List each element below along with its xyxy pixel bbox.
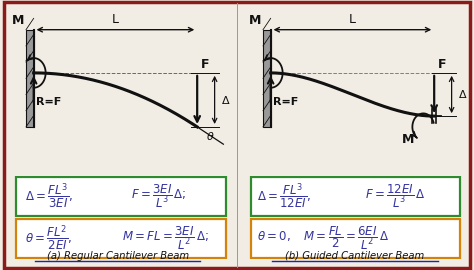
Text: $\Delta$: $\Delta$ xyxy=(458,89,468,100)
Text: (b) Guided Cantilever Beam: (b) Guided Cantilever Beam xyxy=(285,251,425,261)
Text: M: M xyxy=(12,14,24,27)
Text: $\theta$: $\theta$ xyxy=(206,130,215,142)
FancyBboxPatch shape xyxy=(251,219,460,258)
FancyBboxPatch shape xyxy=(17,177,226,216)
Text: $\theta = 0,\quad M = \dfrac{FL}{2} = \dfrac{6EI}{L^2}\,\Delta$: $\theta = 0,\quad M = \dfrac{FL}{2} = \d… xyxy=(257,224,390,252)
Text: F: F xyxy=(438,58,446,70)
Text: M: M xyxy=(401,133,414,146)
Text: $M = FL = \dfrac{3EI}{L^2}\,\Delta;$: $M = FL = \dfrac{3EI}{L^2}\,\Delta;$ xyxy=(122,224,209,252)
FancyBboxPatch shape xyxy=(17,219,226,258)
Text: L: L xyxy=(112,13,119,26)
Text: $\Delta = \dfrac{FL^3}{12EI},$: $\Delta = \dfrac{FL^3}{12EI},$ xyxy=(257,182,312,211)
FancyBboxPatch shape xyxy=(251,177,460,216)
Text: R=F: R=F xyxy=(36,97,61,107)
Text: F: F xyxy=(201,58,209,70)
Text: $\Delta$: $\Delta$ xyxy=(221,94,231,106)
Text: $\Delta = \dfrac{FL^3}{3EI},$: $\Delta = \dfrac{FL^3}{3EI},$ xyxy=(25,182,73,211)
Text: R=F: R=F xyxy=(273,97,298,107)
Bar xyxy=(26,30,34,127)
Text: $F = \dfrac{12EI}{L^3}\,\Delta$: $F = \dfrac{12EI}{L^3}\,\Delta$ xyxy=(365,183,426,210)
Bar xyxy=(263,30,271,127)
Text: $F = \dfrac{3EI}{L^3}\,\Delta;$: $F = \dfrac{3EI}{L^3}\,\Delta;$ xyxy=(131,183,186,210)
Text: $\theta = \dfrac{FL^2}{2EI},$: $\theta = \dfrac{FL^2}{2EI},$ xyxy=(25,224,73,253)
Text: L: L xyxy=(349,13,356,26)
Text: M: M xyxy=(249,14,261,27)
Text: (a) Regular Cantilever Beam: (a) Regular Cantilever Beam xyxy=(47,251,189,261)
